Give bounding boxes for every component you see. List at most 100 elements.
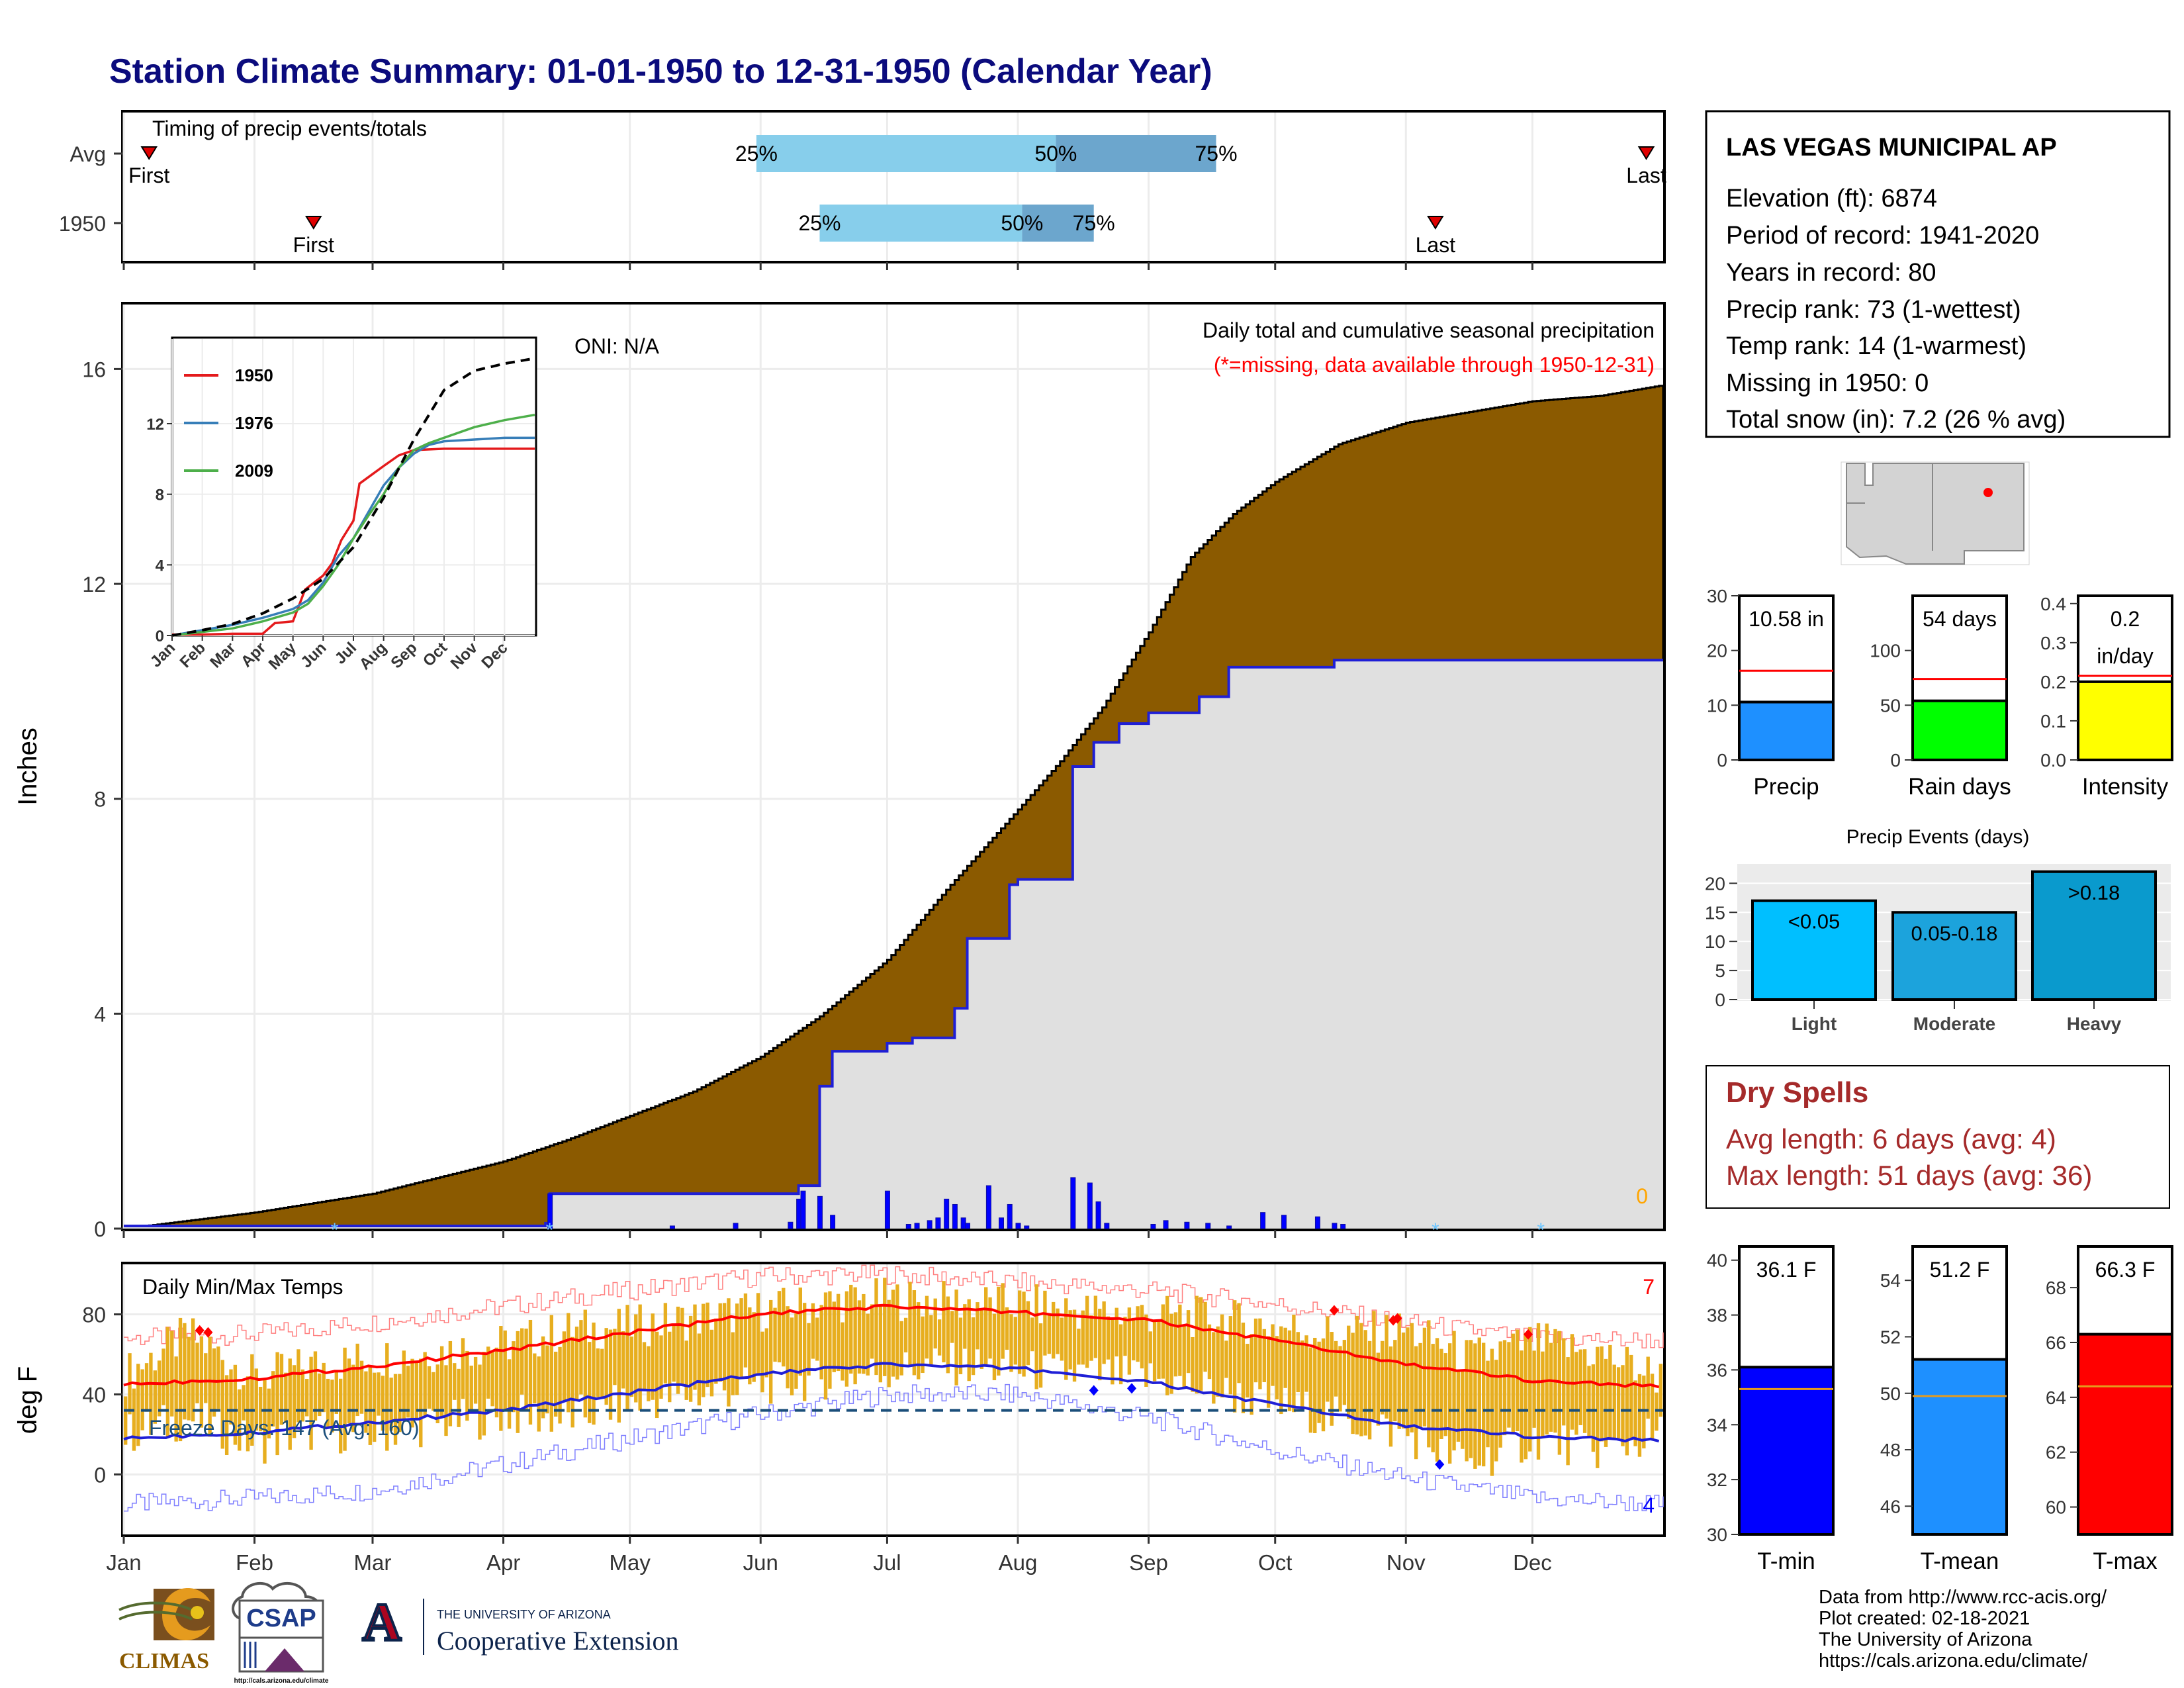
timing-last-label: Last <box>1416 233 1456 257</box>
temp-panel: Daily Min/Max Temps 7 4 Freeze Days: 147… <box>13 1262 1666 1575</box>
daily-temp-bar <box>1363 1330 1367 1436</box>
daily-precip-bar <box>1314 1216 1320 1229</box>
gauge-y-tick-label: 10 <box>1707 695 1727 716</box>
daily-temp-bar <box>895 1284 899 1380</box>
daily-temp-bar <box>406 1366 410 1418</box>
daily-temp-bar <box>929 1315 933 1366</box>
daily-temp-bar <box>448 1340 453 1427</box>
daily-temp-bar <box>1427 1320 1431 1448</box>
daily-temp-bar <box>174 1356 178 1442</box>
daily-temp-bar <box>887 1299 891 1387</box>
daily-temp-bar <box>161 1348 165 1405</box>
precip-title: Daily total and cumulative seasonal prec… <box>1203 318 1655 342</box>
timing-quantile-label: 25% <box>798 211 841 235</box>
gauge-value-bar <box>1738 1366 1835 1536</box>
station-info-box: LAS VEGAS MUNICIPAL AP Elevation (ft): 6… <box>1705 110 2171 438</box>
gauge-y-tick-label: 34 <box>1707 1415 1727 1435</box>
daily-temp-bar <box>836 1293 841 1372</box>
daily-temp-bar <box>191 1318 195 1422</box>
daily-temp-bar <box>423 1352 427 1416</box>
gauge-y-tick-label: 30 <box>1707 586 1727 606</box>
daily-temp-bar <box>1266 1336 1271 1408</box>
gauge-y-tick-label: 52 <box>1880 1327 1901 1347</box>
daily-temp-bar <box>1473 1343 1477 1469</box>
csap-logo: CSAP http://cals.arizona.edu/climate <box>232 1582 329 1685</box>
daily-precip-bar <box>1104 1223 1110 1229</box>
daily-temp-bar <box>1292 1315 1296 1413</box>
gauge-y-tick-label: 30 <box>1707 1524 1727 1545</box>
daily-temp-bar <box>1246 1344 1250 1398</box>
snow-marker-icon: * <box>1432 1219 1439 1241</box>
daily-temp-bar <box>1253 1318 1258 1383</box>
daily-temp-bar <box>1102 1301 1106 1364</box>
daily-precip-bar <box>1226 1225 1232 1229</box>
inset-y-tick-label: 4 <box>156 557 165 575</box>
daily-temp-bar <box>655 1331 659 1419</box>
daily-temp-bar <box>1216 1326 1220 1397</box>
daily-temp-bar <box>507 1359 512 1429</box>
csap-logo-text: CSAP <box>246 1605 316 1632</box>
daily-temp-bar <box>971 1317 976 1376</box>
footer-line-2: Plot created: 02-18-2021 <box>1819 1608 2030 1629</box>
daily-temp-bar <box>1258 1318 1262 1389</box>
daily-temp-bar <box>347 1358 351 1424</box>
daily-temp-bar <box>364 1371 368 1433</box>
daily-temp-bar <box>697 1333 702 1406</box>
daily-temp-bar <box>1646 1356 1650 1419</box>
daily-temp-bar <box>1388 1346 1393 1447</box>
daily-temp-bar <box>583 1309 587 1418</box>
climas-logo-text: CLIMAS <box>119 1649 209 1673</box>
daily-precip-bar <box>1095 1201 1101 1229</box>
daily-temp-bar <box>613 1329 617 1385</box>
gauge-y-tick-label: 48 <box>1880 1440 1901 1460</box>
gauge-y-tick-label: 0.3 <box>2040 633 2066 653</box>
gauge-y-tick-label: 66 <box>2046 1333 2066 1353</box>
daily-temp-bar <box>402 1350 406 1419</box>
daily-temp-bar <box>377 1372 381 1416</box>
daily-temp-bar <box>157 1360 161 1417</box>
freeze-days-label: Freeze Days: 147 (Avg: 160) <box>149 1416 420 1440</box>
daily-temp-bar <box>735 1303 739 1395</box>
daily-temp-bar <box>246 1376 250 1452</box>
gauge-value-label: 51.2 F <box>1930 1258 1990 1282</box>
daily-temp-bar <box>709 1329 714 1397</box>
daily-temp-bar <box>1005 1307 1009 1350</box>
cumulative-1950-line <box>124 659 1663 1227</box>
daily-temp-bar <box>1334 1340 1338 1397</box>
daily-temp-bar <box>1195 1295 1199 1394</box>
dry-spells-avg: Avg length: 6 days (avg: 4) <box>1726 1123 2056 1154</box>
daily-temp-bar <box>195 1342 199 1403</box>
daily-temp-bar <box>233 1364 238 1445</box>
daily-temp-bar <box>777 1291 782 1363</box>
inset-y-tick-label: 0 <box>156 628 164 645</box>
daily-temp-bar <box>140 1369 144 1430</box>
gauge-value-bar <box>2077 1333 2173 1536</box>
events-bar <box>2031 870 2157 1001</box>
daily-temp-bar <box>486 1346 490 1399</box>
daily-temp-bar <box>1001 1283 1005 1359</box>
timing-quantile-label: 50% <box>1001 211 1043 235</box>
daily-temp-bar <box>1148 1331 1152 1364</box>
daily-temp-bar <box>608 1329 613 1420</box>
snow-marker-icon: * <box>331 1219 339 1241</box>
daily-precip-bar <box>733 1223 739 1229</box>
daily-temp-bar <box>292 1365 296 1438</box>
footer-line-1: Data from http://www.rcc-acis.org/ <box>1819 1587 2107 1608</box>
daily-temp-bar <box>318 1373 322 1417</box>
daily-temp-bar <box>1228 1316 1232 1395</box>
daily-temp-bar <box>1165 1295 1169 1395</box>
month-x-tick-label: Dec <box>1513 1550 1552 1575</box>
daily-temp-bar <box>1578 1349 1582 1425</box>
daily-temp-bar <box>1422 1327 1427 1427</box>
daily-temp-bar <box>541 1336 545 1419</box>
timing-quantile-label: 50% <box>1034 142 1077 165</box>
low-record-count: 4 <box>1643 1493 1655 1517</box>
daily-temp-bar <box>625 1305 629 1410</box>
daily-temp-bar <box>1098 1309 1102 1381</box>
record-high-marker <box>1524 1329 1533 1340</box>
daily-temp-bar <box>672 1324 676 1382</box>
daily-temp-bar <box>1461 1370 1465 1449</box>
daily-temp-bar <box>136 1364 140 1446</box>
daily-temp-bar <box>979 1309 984 1369</box>
